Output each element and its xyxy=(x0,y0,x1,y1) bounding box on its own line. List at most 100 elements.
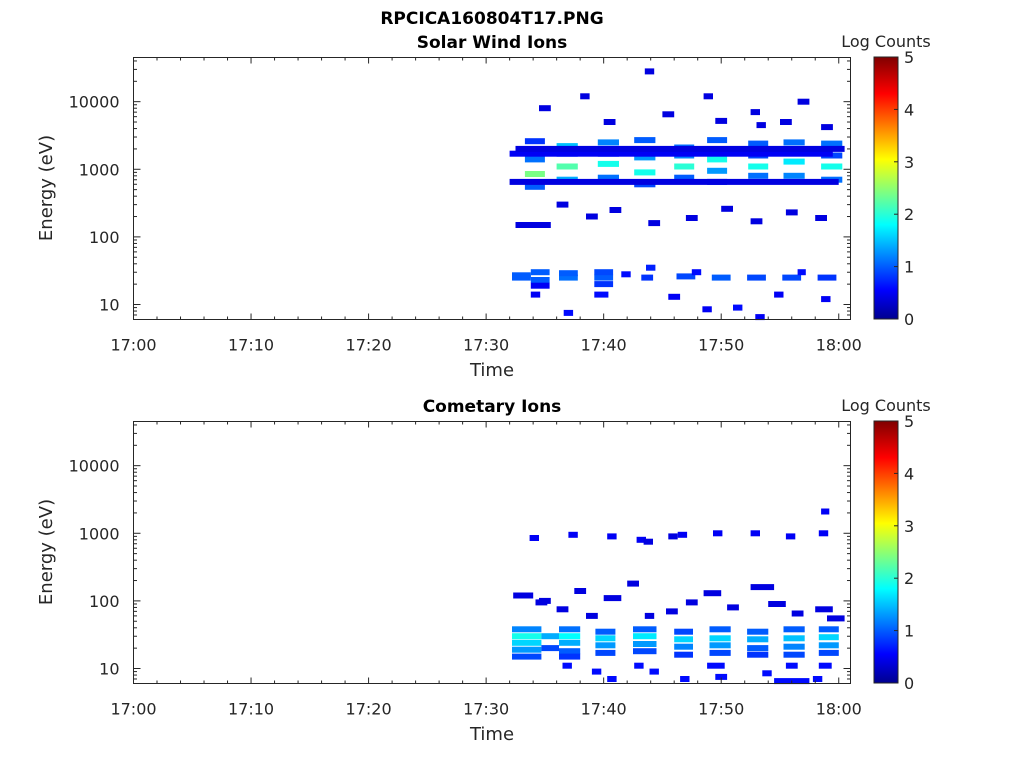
heatmap-cell xyxy=(709,635,731,642)
y-tick-label: 100 xyxy=(89,592,120,611)
heatmap-cell xyxy=(821,124,833,131)
heatmap-cell xyxy=(594,281,614,288)
heatmap-cell xyxy=(674,636,693,643)
heatmap-cell xyxy=(674,163,695,170)
x-axis-label: Time xyxy=(469,360,514,381)
heatmap-cell xyxy=(818,634,839,641)
y-tick-label: 10000 xyxy=(69,93,120,112)
heatmap-cell xyxy=(783,635,805,642)
heatmap-cell xyxy=(782,274,802,281)
heatmap-cell xyxy=(713,530,723,537)
heatmap-cell xyxy=(541,633,559,640)
heatmap-cell xyxy=(709,626,731,633)
x-tick-label: 17:30 xyxy=(463,700,509,719)
heatmap-cell xyxy=(603,119,616,125)
y-tick-label: 10 xyxy=(99,296,119,315)
heatmap-cell xyxy=(512,646,542,653)
heatmap-cell xyxy=(524,138,545,145)
heatmap-cell xyxy=(512,633,542,640)
heatmap-cell xyxy=(515,145,845,152)
heatmap-cell xyxy=(594,291,609,298)
plot-frame xyxy=(133,421,851,684)
heatmap-cell xyxy=(539,105,551,112)
heatmap-cell xyxy=(586,213,598,220)
heatmap-cell xyxy=(750,109,760,116)
heatmap-cell xyxy=(512,653,542,660)
y-axis-label: Energy (eV) xyxy=(36,499,57,605)
heatmap-cell xyxy=(783,651,805,658)
heatmap-cell xyxy=(818,649,839,656)
heatmap-cell xyxy=(591,668,602,675)
y-axis: 10 100 1000 10000 xyxy=(69,424,851,684)
heatmap-cell xyxy=(524,183,545,190)
heatmap-cell xyxy=(821,140,843,147)
colorbar-ticks: 0 1 2 3 4 5 xyxy=(894,412,914,693)
y-tick-label: 1000 xyxy=(79,524,120,543)
colorbar-tick-label: 4 xyxy=(904,464,914,483)
heatmap-cell xyxy=(774,291,784,298)
colorbar-tick-label: 1 xyxy=(904,622,914,641)
heatmap-cell xyxy=(666,608,678,615)
heatmap-cell xyxy=(750,530,760,537)
colorbar-tick-label: 2 xyxy=(904,205,914,224)
heatmap-cell xyxy=(603,595,622,602)
heatmap-cell xyxy=(748,140,769,147)
heatmap-cell xyxy=(815,606,833,613)
heatmap-cell xyxy=(595,649,616,656)
x-tick-label: 17:40 xyxy=(581,336,627,355)
x-tick-label: 17:00 xyxy=(110,700,156,719)
heatmap-cell xyxy=(559,274,578,281)
heatmap-cell xyxy=(594,269,614,276)
heatmap-cell xyxy=(674,174,695,181)
x-tick-label: 17:50 xyxy=(698,336,744,355)
heatmap-cell xyxy=(755,314,765,321)
heatmap-cell xyxy=(821,163,843,170)
heatmap-cell xyxy=(715,117,728,124)
heatmap-cell xyxy=(821,508,830,515)
heatmap-cell xyxy=(580,93,590,100)
heatmap-cell xyxy=(747,636,769,643)
heatmap-cell xyxy=(621,271,631,278)
heatmap-cell xyxy=(634,154,656,161)
heatmap-cell xyxy=(530,282,550,289)
heatmap-cell xyxy=(597,139,619,146)
heatmap-cell xyxy=(646,264,656,271)
heatmap-cell xyxy=(539,597,551,604)
panel-cometary-ions: Cometary Ions 17:00 17:10 17:20 17:30 17:40 1… xyxy=(36,396,931,745)
heatmap-cell xyxy=(633,648,657,655)
heatmap-cell xyxy=(563,309,574,316)
y-tick-label: 10000 xyxy=(69,457,120,476)
heatmap-cell xyxy=(703,93,713,100)
y-tick-label: 10 xyxy=(99,660,119,679)
heatmap-cell xyxy=(634,137,656,144)
heatmap-cell xyxy=(515,222,551,228)
heatmap-cell xyxy=(674,643,693,650)
colorbar-tick-label: 3 xyxy=(904,517,914,536)
heatmap-cell xyxy=(634,662,644,669)
colorbar xyxy=(873,56,899,320)
x-axis: 17:00 17:10 17:20 17:30 17:40 17:50 18:00 xyxy=(110,421,862,719)
heatmap-cell xyxy=(676,273,696,280)
heatmap-cell xyxy=(727,604,739,611)
heatmap-cell xyxy=(703,590,722,597)
heatmap-cell xyxy=(644,612,655,619)
heatmap-cell xyxy=(633,633,657,640)
figure-title: RPCICA160804T17.PNG xyxy=(380,9,603,29)
panel-solar-wind-ions: Solar Wind Ions 17:00 17:10 17:20 17:30 17:4… xyxy=(36,32,931,381)
heatmap-cell xyxy=(711,274,731,281)
heatmap-cell xyxy=(668,293,681,300)
heatmap-cell xyxy=(641,274,654,281)
heatmap-cell xyxy=(812,676,823,682)
heatmap-cell xyxy=(707,167,728,174)
heatmap-cell xyxy=(815,215,827,221)
x-tick-label: 18:00 xyxy=(816,336,862,355)
heatmap-cell xyxy=(512,639,542,646)
heatmap-cell xyxy=(827,615,845,622)
heatmap-cell xyxy=(797,98,810,105)
heatmap-cell xyxy=(768,601,786,607)
colorbar-tick-label: 0 xyxy=(904,674,914,693)
heatmap-cell xyxy=(609,207,622,213)
heatmap-cells-cometary xyxy=(512,508,845,685)
heatmap-cell xyxy=(648,220,661,227)
